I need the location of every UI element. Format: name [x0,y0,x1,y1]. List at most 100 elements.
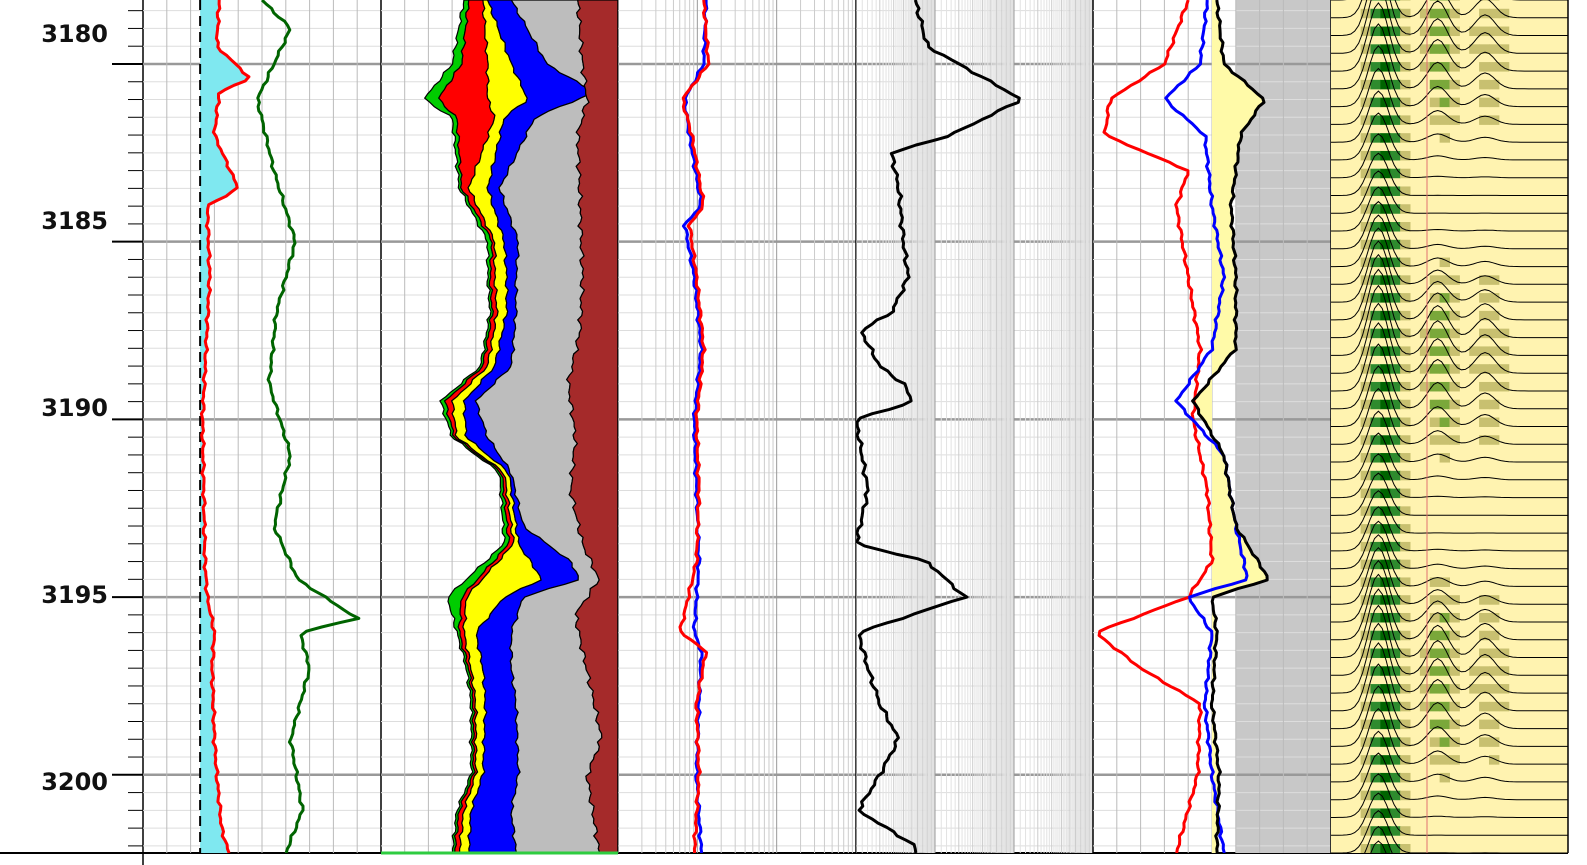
image-cell [1390,630,1401,641]
image-cell [1400,133,1411,143]
image-cell [1449,684,1460,694]
image-cell [1370,453,1381,463]
image-cell [1390,168,1401,179]
image-cell [1449,0,1460,1]
wiggle-trace [1331,642,1568,712]
image-cell [1390,826,1401,836]
image-cell [1400,115,1411,125]
image-cell [1439,62,1450,72]
image-cell [1370,204,1381,214]
image-cell [1498,26,1510,37]
image-cell [1449,399,1460,410]
track-body [1093,0,1331,853]
wiggle-trace [1331,253,1568,321]
wiggle-trace [1331,534,1568,587]
image-cell [1489,293,1500,303]
image-cell [1380,204,1391,214]
track-5 [1093,0,1332,853]
image-cell [1370,293,1381,303]
image-cell [1429,595,1441,605]
image-cell [1489,275,1500,285]
log-curve-1 [681,0,709,853]
image-cell [1429,666,1441,676]
wiggle-trace [1331,302,1568,374]
image-cell [1439,435,1450,445]
image-cell [1370,417,1381,427]
wiggle-trace [1331,186,1568,232]
image-cell [1489,79,1500,90]
image-cell [1479,417,1490,427]
image-cell [1360,150,1371,161]
image-cell [1360,701,1371,712]
image-cell [1390,310,1401,321]
image-cell [1439,364,1450,374]
image-cell [1380,470,1391,481]
image-cell [1429,630,1441,641]
image-cell [1380,293,1391,303]
image-cell [1360,44,1371,54]
image-cell [1400,44,1411,54]
image-cell [1360,435,1371,445]
wiggle-trace [1331,322,1568,392]
image-cell [1390,684,1401,694]
image-cell [1429,97,1441,108]
image-cell [1489,310,1500,321]
image-cell [1400,595,1411,605]
image-cell [1370,612,1381,623]
image-cell [1439,133,1450,143]
image-cell [1380,755,1391,765]
image-cell [1380,435,1391,445]
image-cell [1489,115,1500,125]
image-cell [1489,630,1500,641]
image-cell [1370,737,1381,747]
image-cell [1390,844,1401,853]
image-cell [1390,150,1401,161]
image-cell [1449,701,1460,712]
image-cell [1370,275,1381,285]
image-cell [1380,346,1391,356]
image-cell [1429,364,1441,374]
image-cell [1400,648,1411,659]
image-cell [1498,701,1510,712]
image-cell [1400,826,1411,836]
image-cell [1479,44,1490,54]
image-cell [1498,648,1510,659]
image-cell [1370,115,1381,125]
image-cell [1360,399,1371,410]
image-cell [1449,97,1460,108]
image-cell [1390,346,1401,356]
image-cell [1439,0,1450,1]
image-cell [1400,364,1411,374]
image-cell [1439,684,1450,694]
image-cell [1449,364,1460,374]
image-cell [1479,435,1490,445]
track-1 [143,0,382,853]
image-cell [1390,257,1401,268]
image-cell [1390,648,1401,659]
image-cell [1439,595,1450,605]
image-cell [1429,44,1441,54]
image-cell [1400,399,1411,410]
image-cell [1390,115,1401,125]
image-cell [1370,310,1381,321]
image-cell [1370,666,1381,676]
curve-fill [200,0,249,853]
image-cell [1370,133,1381,143]
image-cell [1380,115,1391,125]
image-cell [1439,630,1450,641]
image-cell [1370,630,1381,641]
image-cell [1498,666,1510,676]
image-cell [1380,844,1391,853]
image-cell [1419,346,1431,356]
wiggle-trace [1331,520,1568,570]
image-cell [1360,612,1371,623]
image-cell [1489,701,1500,712]
image-cell [1370,435,1381,445]
log-curve-2 [678,0,711,853]
image-cell [1400,612,1411,623]
image-cell [1419,701,1431,712]
image-cell [1449,310,1460,321]
image-cell [1449,755,1460,765]
image-cell [1498,381,1510,392]
image-cell [1400,150,1411,161]
